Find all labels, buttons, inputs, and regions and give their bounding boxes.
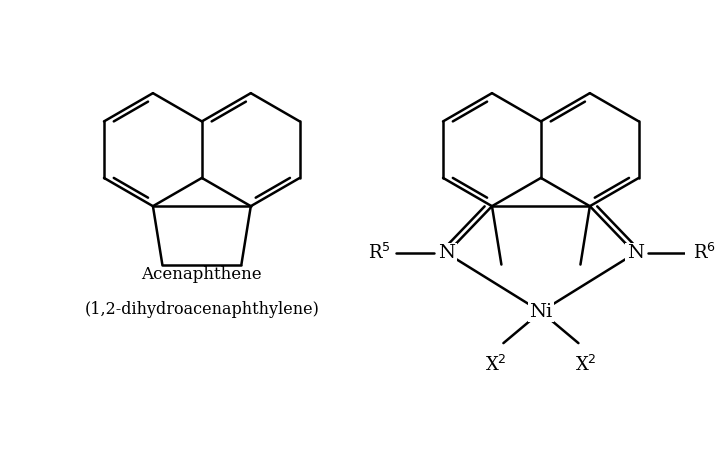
Text: N: N [438,244,455,262]
Text: N: N [626,244,644,262]
Text: X$^2$: X$^2$ [485,355,507,374]
Text: R$^6$: R$^6$ [693,243,716,263]
Text: X$^2$: X$^2$ [575,355,597,374]
Text: (1,2-dihydroacenaphthylene): (1,2-dihydroacenaphthylene) [84,301,319,318]
Text: Ni: Ni [529,303,552,321]
Text: R$^5$: R$^5$ [368,243,390,263]
Text: Acenaphthene: Acenaphthene [142,266,262,284]
